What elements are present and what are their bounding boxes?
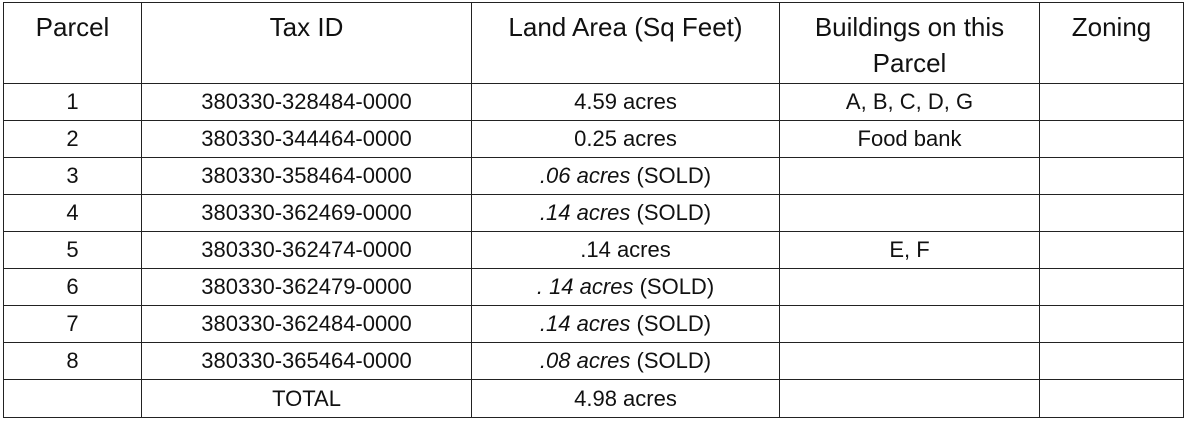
land-area: .06 acres (SOLD)	[471, 157, 780, 195]
sold-note: (SOLD)	[636, 311, 712, 336]
zoning	[1039, 231, 1184, 269]
header-tax-id: Tax ID	[141, 2, 472, 84]
parcel-number: 1	[3, 83, 142, 121]
header-land-area: Land Area (Sq Feet)	[471, 2, 780, 84]
buildings	[779, 305, 1040, 343]
zoning	[1039, 120, 1184, 158]
parcel-number: 6	[3, 268, 142, 306]
total-buildings-cell	[779, 379, 1040, 418]
land-area: . 14 acres (SOLD)	[471, 268, 780, 306]
zoning	[1039, 194, 1184, 232]
parcel-number: 3	[3, 157, 142, 195]
total-row: TOTAL 4.98 acres	[3, 379, 1184, 418]
table-row: 8 380330-365464-0000.08 acres (SOLD)	[3, 342, 1184, 380]
parcel-number: 2	[3, 120, 142, 158]
tax-id: 380330-358464-0000	[141, 157, 472, 195]
parcel-number: 7	[3, 305, 142, 343]
tax-id: 380330-362474-0000	[141, 231, 472, 269]
buildings	[779, 342, 1040, 380]
tax-id: 380330-362479-0000	[141, 268, 472, 306]
sold-note: (SOLD)	[639, 274, 715, 299]
land-area: .14 acres	[471, 231, 780, 269]
land-area: 4.59 acres	[471, 83, 780, 121]
table-row: 4 380330-362469-0000.14 acres (SOLD)	[3, 194, 1184, 232]
sold-note: (SOLD)	[636, 163, 712, 188]
table-row: 2 380330-344464-0000 0.25 acres Food bank	[3, 120, 1184, 158]
land-area: .14 acres (SOLD)	[471, 194, 780, 232]
land-area-value: 4.59 acres	[574, 89, 677, 114]
parcel-number: 5	[3, 231, 142, 269]
tax-id: 380330-328484-0000	[141, 83, 472, 121]
land-area-value: 0.25 acres	[574, 126, 677, 151]
total-label: TOTAL	[141, 379, 472, 418]
header-row: Parcel Tax ID Land Area (Sq Feet) Buildi…	[3, 2, 1184, 84]
table-row: 3 380330-358464-0000.06 acres (SOLD)	[3, 157, 1184, 195]
land-area: .14 acres (SOLD)	[471, 305, 780, 343]
buildings: E, F	[779, 231, 1040, 269]
tax-id: 380330-365464-0000	[141, 342, 472, 380]
land-area-value: .14 acres	[580, 237, 671, 262]
buildings	[779, 194, 1040, 232]
land-area-value: .14 acres	[539, 311, 631, 336]
land-area: 0.25 acres	[471, 120, 780, 158]
tax-id: 380330-344464-0000	[141, 120, 472, 158]
buildings: A, B, C, D, G	[779, 83, 1040, 121]
buildings: Food bank	[779, 120, 1040, 158]
header-parcel: Parcel	[3, 2, 142, 84]
tax-id: 380330-362469-0000	[141, 194, 472, 232]
sold-note: (SOLD)	[636, 348, 712, 373]
header-buildings: Buildings on this Parcel	[779, 2, 1040, 84]
land-area-value: . 14 acres	[536, 274, 634, 299]
parcel-rows: 1 380330-328484-0000 4.59 acres A, B, C, D,…	[3, 83, 1184, 380]
zoning	[1039, 268, 1184, 306]
total-value: 4.98 acres	[471, 379, 780, 418]
zoning	[1039, 83, 1184, 121]
table-row: 1 380330-328484-0000 4.59 acres A, B, C, D,…	[3, 83, 1184, 121]
buildings	[779, 268, 1040, 306]
total-zoning-cell	[1039, 379, 1184, 418]
parcel-table: Parcel Tax ID Land Area (Sq Feet) Buildi…	[3, 2, 1184, 418]
tax-id: 380330-362484-0000	[141, 305, 472, 343]
table-row: 6 380330-362479-0000. 14 acres (SOLD)	[3, 268, 1184, 306]
parcel-number: 8	[3, 342, 142, 380]
table-row: 5 380330-362474-0000 .14 acres E, F	[3, 231, 1184, 269]
land-area: .08 acres (SOLD)	[471, 342, 780, 380]
land-area-value: .08 acres	[539, 348, 631, 373]
zoning	[1039, 305, 1184, 343]
header-zoning: Zoning	[1039, 2, 1184, 84]
sold-note: (SOLD)	[636, 200, 712, 225]
land-area-value: .14 acres	[539, 200, 631, 225]
table-row: 7 380330-362484-0000.14 acres (SOLD)	[3, 305, 1184, 343]
buildings	[779, 157, 1040, 195]
land-area-value: .06 acres	[539, 163, 631, 188]
zoning	[1039, 157, 1184, 195]
total-parcel-cell	[3, 379, 142, 418]
parcel-number: 4	[3, 194, 142, 232]
zoning	[1039, 342, 1184, 380]
